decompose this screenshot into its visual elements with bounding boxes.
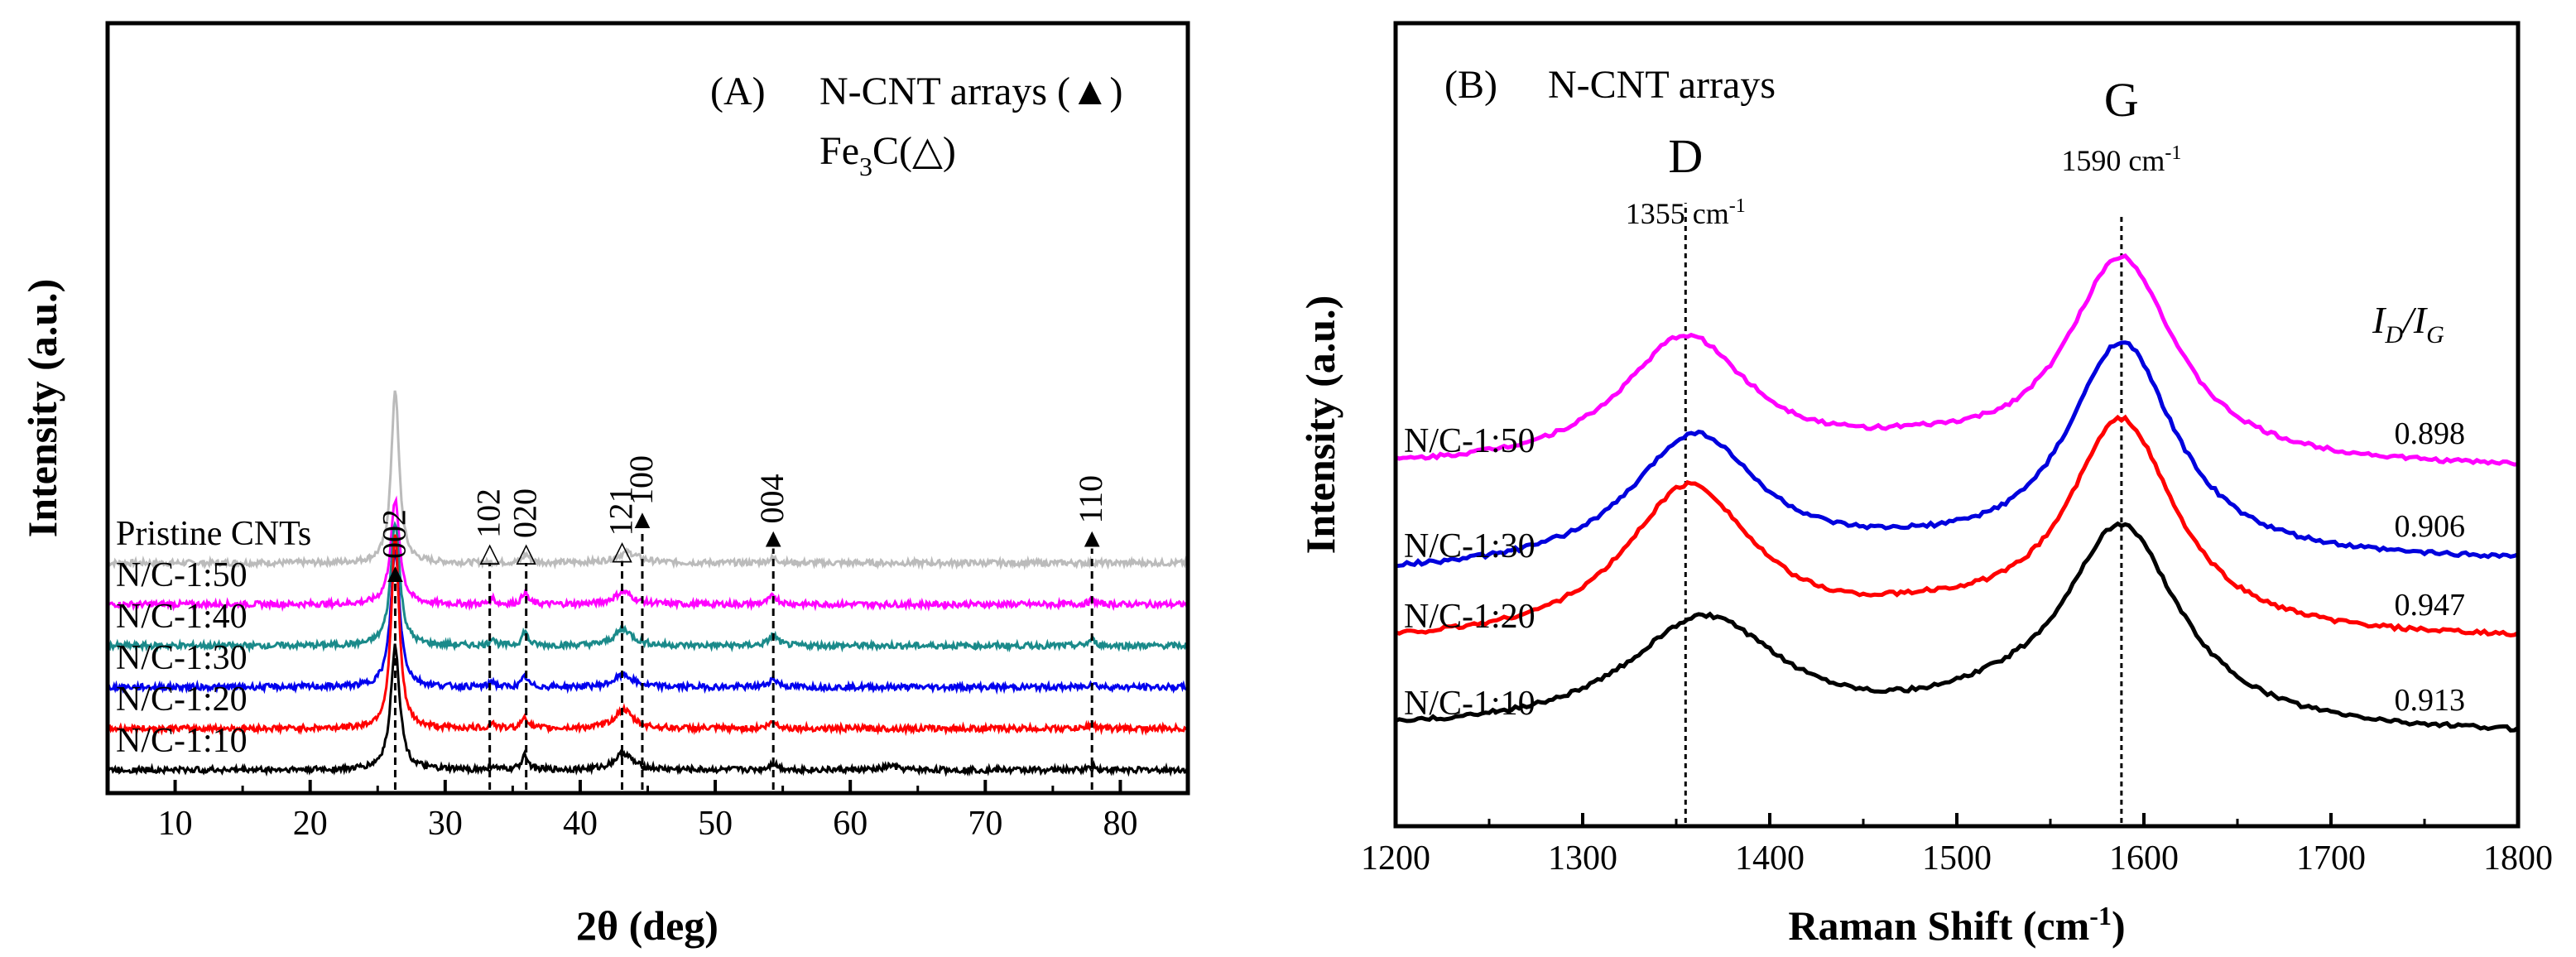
raman-x-tick-label: 1700 bbox=[2296, 839, 2366, 878]
xrd-reference-symbol: ▲ bbox=[382, 558, 409, 588]
xrd-series-line bbox=[106, 521, 1189, 654]
raman-band-letter: G bbox=[2104, 73, 2139, 127]
raman-panel-label: (B) bbox=[1444, 63, 1497, 107]
xrd-reference-label: 121 bbox=[603, 487, 640, 536]
xrd-y-axis-label: Intensity (a.u.) bbox=[19, 279, 65, 538]
raman-band-letter: D bbox=[1668, 129, 1703, 183]
xrd-reference-label: 100 bbox=[622, 455, 660, 505]
raman-x-tick-label: 1500 bbox=[1922, 839, 1992, 878]
xrd-x-ticks: 10 20 30 40 50 60 70 80 bbox=[158, 780, 1137, 843]
raman-ratio-label: ID/IG bbox=[2372, 299, 2444, 349]
xrd-series-label: N/C-1:10 bbox=[116, 722, 248, 760]
raman-x-tick-label: 1600 bbox=[2109, 839, 2179, 878]
raman-series-label: N/C-1:30 bbox=[1404, 527, 1536, 565]
xrd-x-tick-label: 80 bbox=[1103, 805, 1137, 843]
panel-b-raman: D 1355 cm-1 G 1590 cm-1 N/C-1:50 0.898 N/C-1:3… bbox=[1297, 21, 2553, 949]
panel-b-frame bbox=[1393, 21, 2521, 829]
raman-legend-title: N-CNT arrays bbox=[1548, 63, 1776, 107]
xrd-series-line bbox=[106, 548, 1189, 695]
xrd-x-tick-label: 70 bbox=[968, 805, 1002, 843]
raman-series-line bbox=[1395, 414, 2520, 638]
raman-series-label: N/C-1:20 bbox=[1404, 598, 1536, 636]
raman-band-position: 1590 cm-1 bbox=[2061, 142, 2181, 177]
xrd-series-line bbox=[107, 390, 1189, 570]
xrd-series-label: Pristine CNTs bbox=[116, 515, 311, 553]
xrd-reference-label: 102 bbox=[470, 488, 507, 538]
raman-plot-area: D 1355 cm-1 G 1590 cm-1 N/C-1:50 0.898 N/C-1:3… bbox=[1395, 73, 2520, 823]
xrd-reference-label: 110 bbox=[1072, 475, 1109, 524]
xrd-series-label: N/C-1:40 bbox=[116, 598, 248, 636]
raman-band-position: 1355 cm-1 bbox=[1626, 195, 1746, 230]
xrd-legend-fe3c: Fe3C(△) bbox=[819, 129, 956, 181]
xrd-reference-label: 020 bbox=[507, 488, 544, 538]
xrd-x-tick-label: 50 bbox=[698, 805, 733, 843]
xrd-series-line bbox=[107, 643, 1189, 777]
xrd-plot-area: Pristine CNTsN/C-1:50N/C-1:40N/C-1:30N/C… bbox=[106, 390, 1189, 790]
raman-x-axis-label: Raman Shift (cm-1) bbox=[1788, 901, 2125, 949]
raman-series-line bbox=[1395, 521, 2520, 733]
raman-x-tick-label: 1200 bbox=[1361, 839, 1430, 878]
raman-ratio-value: 0.906 bbox=[2395, 509, 2466, 544]
xrd-x-axis-label: 2θ (deg) bbox=[576, 902, 718, 949]
xrd-series-label: N/C-1:30 bbox=[116, 639, 248, 677]
xrd-series-line bbox=[106, 534, 1189, 737]
raman-x-tick-label: 1400 bbox=[1735, 839, 1805, 878]
xrd-legend-title: N-CNT arrays (▲) bbox=[819, 70, 1123, 113]
xrd-reference-label: 002 bbox=[375, 509, 412, 559]
xrd-panel-label: (A) bbox=[710, 70, 766, 113]
raman-series-label: N/C-1:50 bbox=[1404, 422, 1536, 460]
xrd-series-line bbox=[106, 495, 1189, 613]
raman-y-axis-label: Intensity (a.u.) bbox=[1297, 296, 1343, 555]
panel-a-frame bbox=[105, 21, 1190, 796]
raman-series-line bbox=[1395, 340, 2519, 569]
xrd-x-tick-label: 60 bbox=[833, 805, 867, 843]
xrd-reference-symbol: △ bbox=[516, 537, 536, 567]
xrd-x-tick-label: 40 bbox=[563, 805, 598, 843]
panel-a-xrd: Pristine CNTsN/C-1:50N/C-1:40N/C-1:30N/C… bbox=[19, 21, 1190, 949]
xrd-x-tick-label: 20 bbox=[293, 805, 328, 843]
raman-series-line bbox=[1395, 253, 2519, 467]
raman-x-ticks: 1200 1300 1400 1500 1600 1700 1800 bbox=[1361, 813, 2553, 878]
raman-series-label: N/C-1:10 bbox=[1404, 685, 1536, 723]
raman-x-tick-label: 1800 bbox=[2483, 839, 2553, 878]
xrd-series-label: N/C-1:50 bbox=[116, 556, 248, 594]
xrd-reference-symbol: △ bbox=[612, 536, 632, 565]
xrd-reference-symbol: ▲ bbox=[1079, 523, 1105, 553]
xrd-x-tick-label: 30 bbox=[428, 805, 463, 843]
raman-x-tick-label: 1300 bbox=[1548, 839, 1617, 878]
raman-ratio-value: 0.913 bbox=[2395, 683, 2466, 718]
raman-ratio-value: 0.898 bbox=[2395, 416, 2466, 451]
xrd-x-tick-label: 10 bbox=[158, 805, 193, 843]
xrd-reference-label: 004 bbox=[753, 474, 791, 524]
xrd-reference-symbol: ▲ bbox=[629, 504, 656, 534]
xrd-series-label: N/C-1:20 bbox=[116, 680, 248, 719]
xrd-reference-symbol: △ bbox=[479, 537, 500, 567]
xrd-reference-symbol: ▲ bbox=[760, 523, 786, 553]
raman-ratio-value: 0.947 bbox=[2395, 588, 2466, 623]
